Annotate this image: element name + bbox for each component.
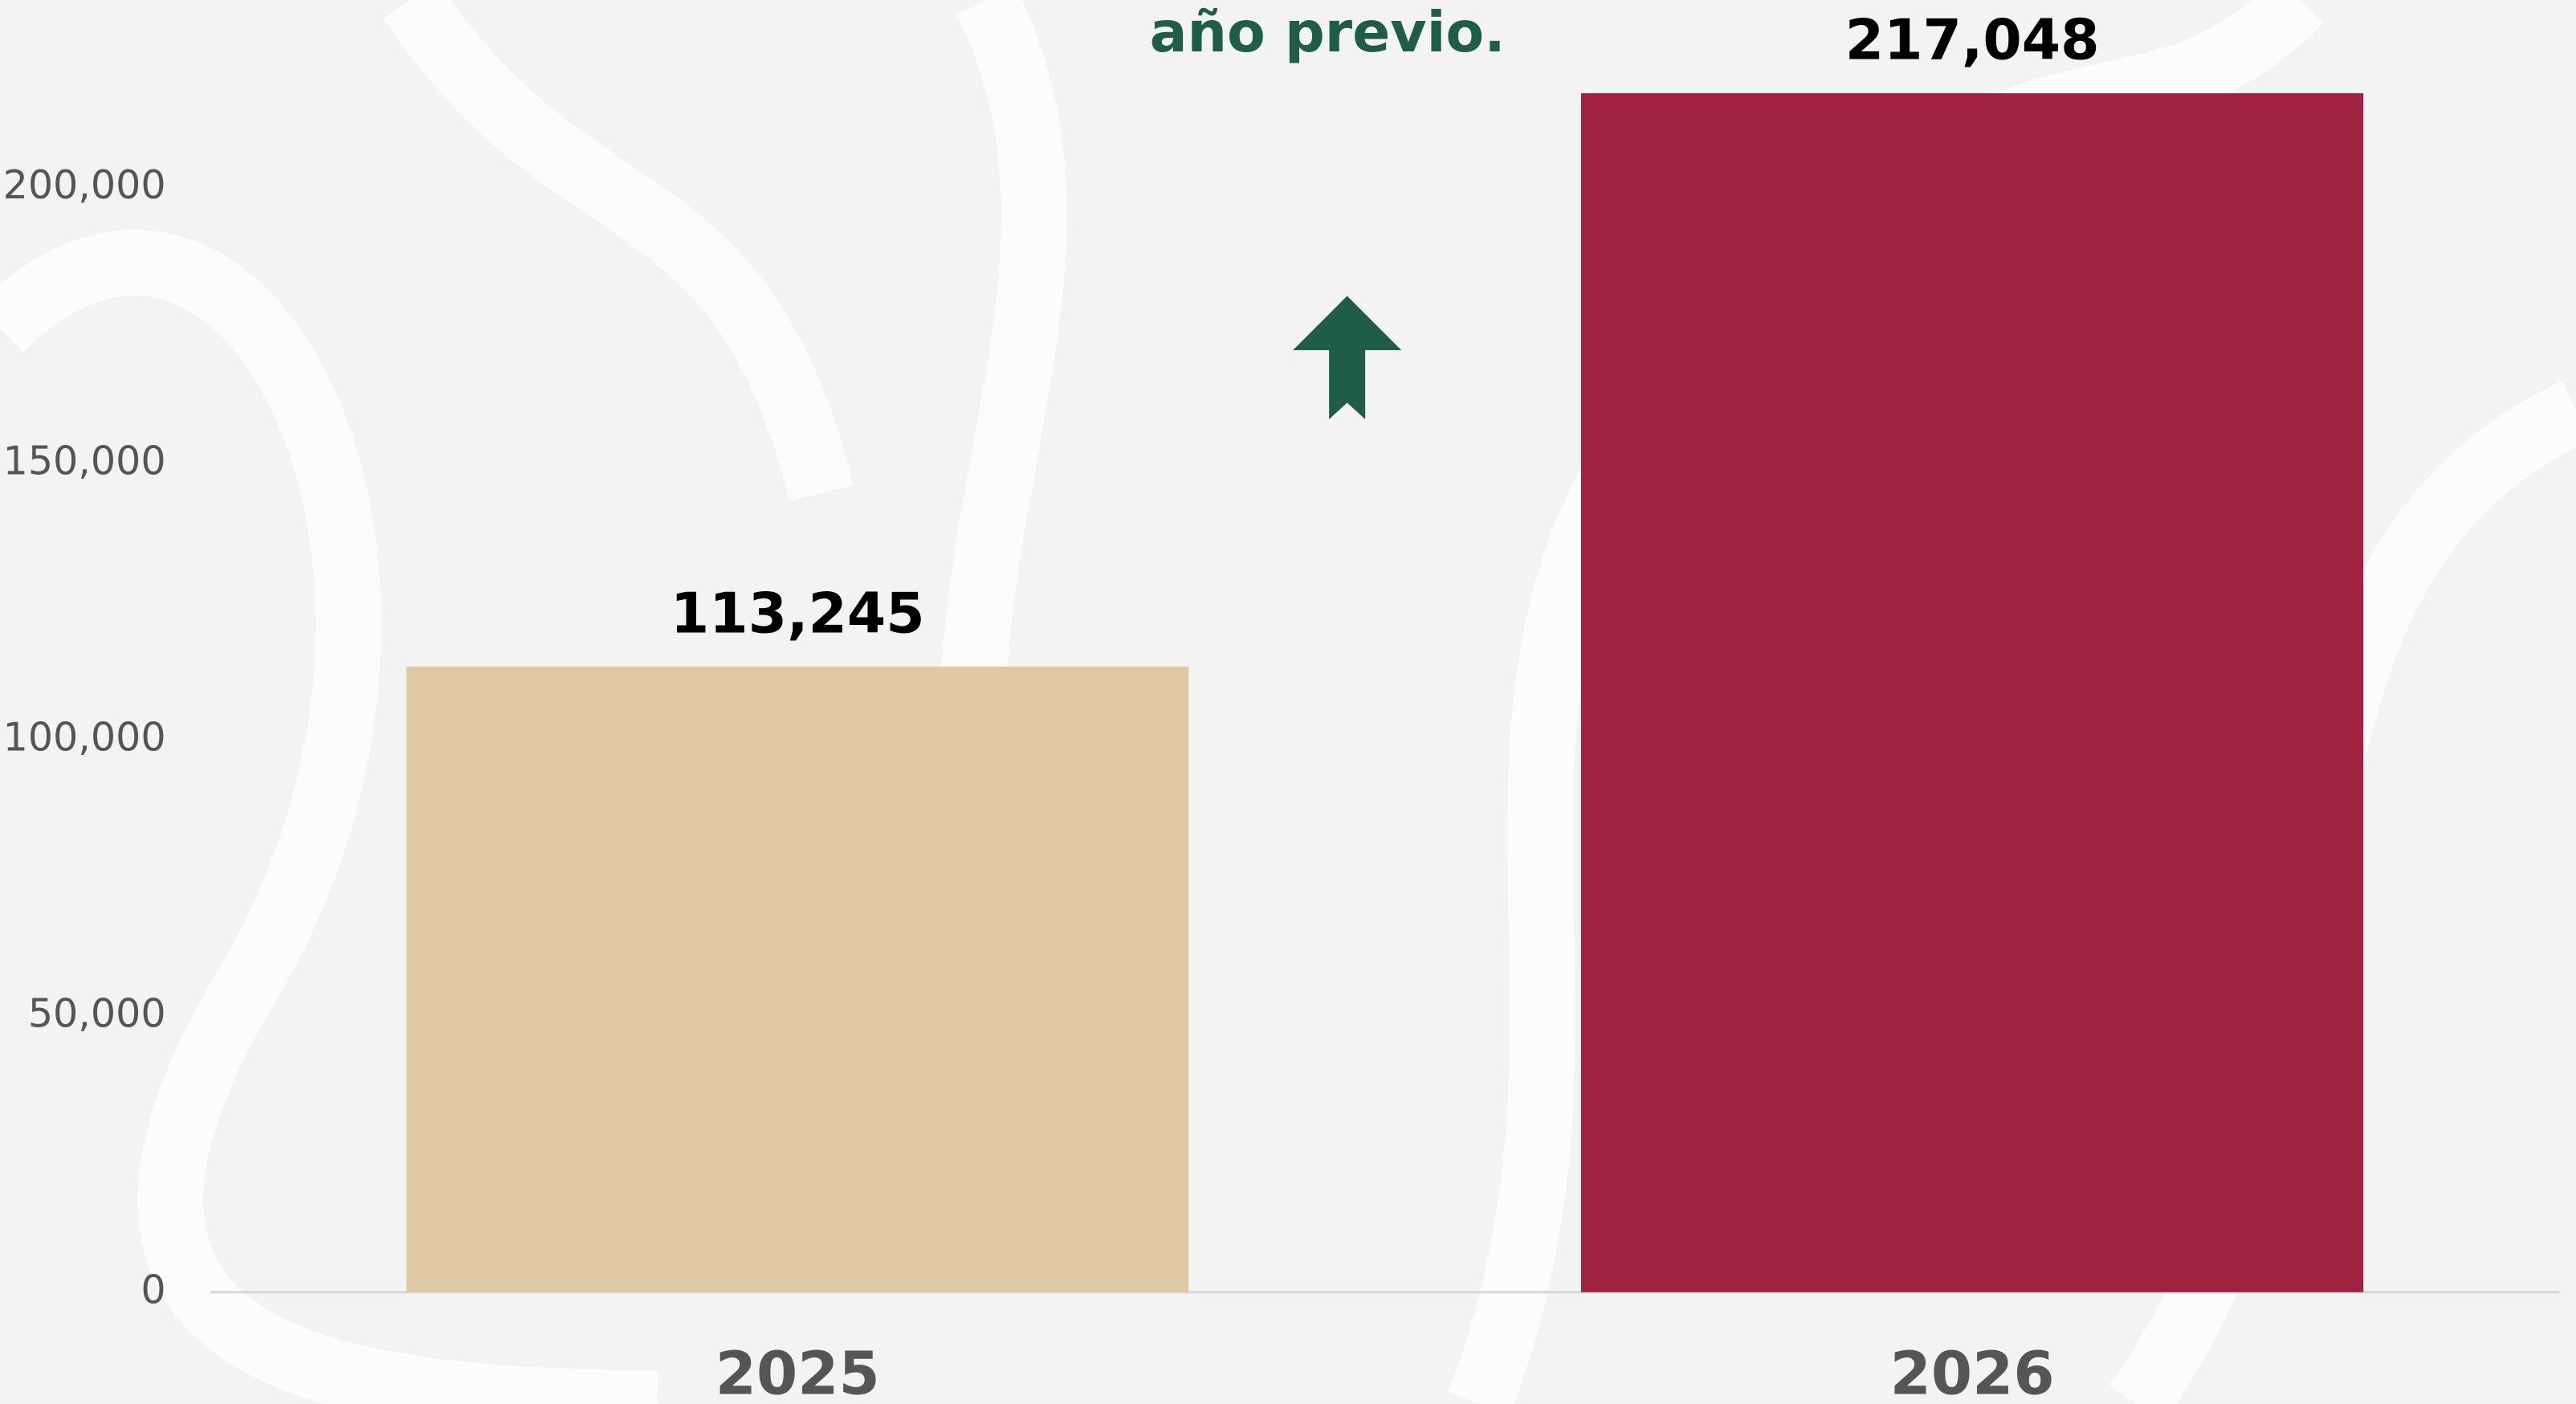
y-tick-label: 50,000 xyxy=(28,990,166,1036)
y-tick-label: 150,000 xyxy=(3,438,166,484)
bar xyxy=(406,666,1189,1292)
up-arrow xyxy=(1293,296,1402,419)
value-label: 217,048 xyxy=(1845,8,2100,73)
y-tick-label: 200,000 xyxy=(3,161,166,208)
bar xyxy=(1581,93,2364,1292)
x-tick-label: 2026 xyxy=(1890,1340,2055,1404)
annotation: año previo. xyxy=(1150,0,1506,65)
value-label: 113,245 xyxy=(670,582,925,647)
y-tick-label: 100,000 xyxy=(3,714,166,761)
x-tick-label: 2025 xyxy=(715,1340,880,1404)
y-tick-label: 0 xyxy=(141,1266,165,1312)
